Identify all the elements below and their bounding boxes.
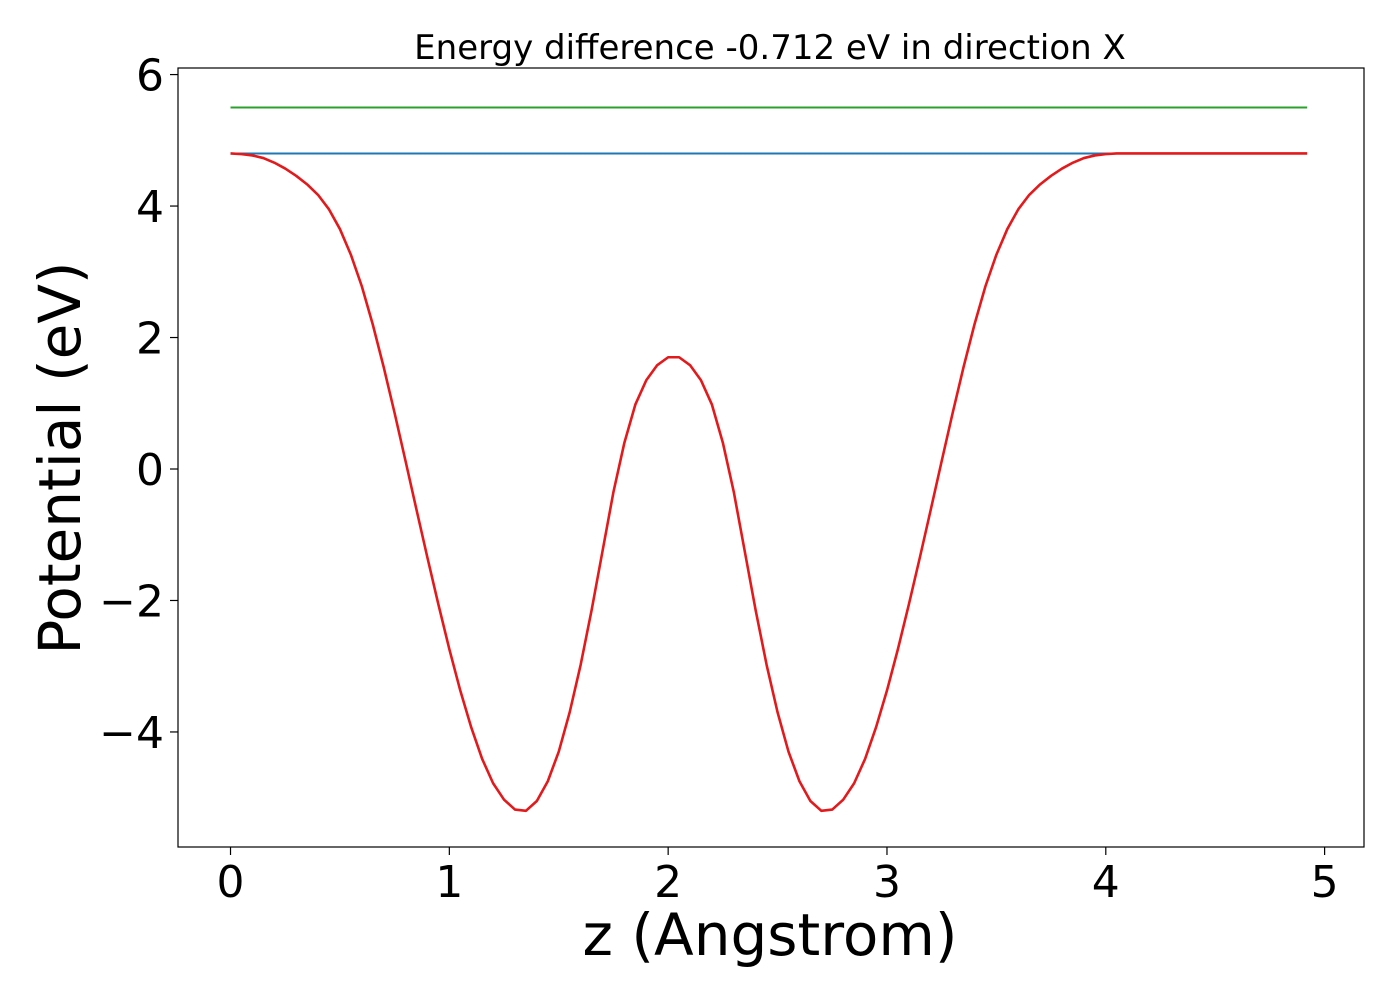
- x-tick-label: 5: [1311, 857, 1339, 908]
- x-tick-label: 1: [435, 857, 463, 908]
- x-tick-label: 4: [1092, 857, 1120, 908]
- y-axis-ticks: −4 −2 0 2 4 6: [99, 51, 178, 759]
- chart-title: Energy difference -0.712 eV in direction…: [414, 28, 1126, 68]
- x-axis-label: z (Angstrom): [583, 901, 958, 969]
- x-tick-label: 0: [217, 857, 245, 908]
- y-tick-label: −2: [99, 576, 164, 627]
- y-tick-label: 6: [136, 51, 164, 102]
- x-axis-ticks: 0 1 2 3 4 5: [217, 847, 1339, 908]
- y-tick-label: −4: [99, 708, 164, 759]
- axes-frame: [177, 67, 1365, 848]
- x-tick-label: 3: [873, 857, 901, 908]
- y-tick-label: 2: [136, 314, 164, 365]
- y-tick-label: 0: [136, 445, 164, 496]
- series-line-3: [230, 152, 1308, 813]
- y-axis-label: Potential (eV): [26, 261, 94, 654]
- plot-area: [230, 106, 1308, 813]
- y-tick-label: 4: [136, 182, 164, 233]
- x-tick-label: 2: [654, 857, 682, 908]
